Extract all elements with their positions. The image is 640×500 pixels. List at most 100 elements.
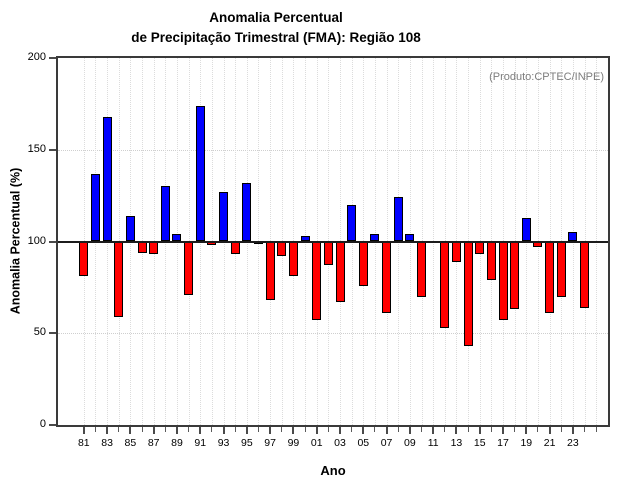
- x-tick-24: [584, 427, 586, 432]
- x-tick-label-11: 11: [427, 437, 439, 449]
- bar-88: [160, 186, 170, 242]
- x-tick-16: [490, 427, 492, 432]
- x-tick-label-89: 89: [171, 437, 183, 449]
- x-axis-label: Ano: [320, 463, 346, 478]
- y-tick-200: [49, 57, 56, 59]
- x-tick-98: [281, 427, 283, 432]
- x-tick-00: [304, 427, 306, 432]
- x-tick-90: [188, 427, 190, 432]
- bar-10: [417, 241, 426, 297]
- bar-21: [545, 241, 555, 314]
- y-tick-100: [49, 240, 56, 243]
- x-tick-96: [257, 427, 259, 432]
- bar-24: [580, 241, 590, 308]
- x-tick-label-95: 95: [241, 437, 253, 449]
- bar-12: [440, 241, 450, 328]
- bar-99: [288, 241, 298, 277]
- bar-86: [137, 241, 147, 253]
- x-tick-label-13: 13: [450, 437, 463, 449]
- x-tick-label-99: 99: [287, 437, 300, 449]
- h-gridline-50: [58, 333, 608, 335]
- y-tick-label-100: 100: [27, 234, 46, 247]
- y-tick-0: [49, 424, 56, 426]
- x-tick-label-19: 19: [520, 437, 533, 449]
- x-tick-92: [211, 427, 213, 432]
- x-tick-88: [164, 427, 166, 432]
- y-tick-label-200: 200: [27, 51, 46, 63]
- bar-83: [102, 116, 112, 242]
- x-tick-label-05: 05: [357, 437, 370, 449]
- x-tick-19: [525, 427, 528, 434]
- x-tick-label-03: 03: [334, 437, 346, 449]
- x-tick-81: [82, 427, 85, 434]
- bar-03: [335, 241, 345, 303]
- x-tick-label-85: 85: [124, 437, 137, 449]
- x-tick-label-17: 17: [497, 437, 509, 449]
- bar-16: [486, 241, 496, 281]
- bar-15: [475, 241, 485, 255]
- bar-05: [358, 241, 368, 286]
- x-tick-label-83: 83: [101, 437, 113, 449]
- x-tick-label-23: 23: [567, 437, 579, 449]
- bar-84: [114, 241, 124, 317]
- producer-annotation: (Produto:CPTEC/INPE): [489, 71, 604, 83]
- x-tick-label-81: 81: [77, 437, 90, 449]
- x-tick-03: [339, 427, 341, 434]
- x-tick-02: [327, 427, 329, 432]
- bar-98: [277, 241, 287, 257]
- x-tick-89: [175, 427, 178, 434]
- chart-title-line1: Anomalia Percentual: [209, 10, 343, 25]
- y-tick-label-0: 0: [39, 418, 46, 430]
- x-tick-84: [118, 427, 120, 432]
- bar-13: [451, 241, 461, 262]
- x-tick-11: [432, 427, 435, 434]
- x-tick-05: [362, 427, 365, 434]
- bar-02: [323, 241, 333, 266]
- x-tick-95: [245, 427, 248, 434]
- x-tick-13: [455, 427, 458, 434]
- bar-94: [230, 241, 240, 255]
- x-tick-15: [478, 427, 481, 434]
- bar-14: [463, 241, 473, 347]
- y-tick-label-150: 150: [27, 142, 46, 155]
- bar-82: [90, 173, 100, 242]
- x-tick-label-93: 93: [217, 437, 230, 449]
- x-tick-83: [106, 427, 109, 434]
- x-tick-22: [560, 427, 562, 432]
- x-tick-17: [502, 427, 505, 434]
- y-tick-150: [49, 148, 56, 151]
- x-tick-label-15: 15: [473, 437, 486, 449]
- bar-93: [219, 191, 229, 242]
- bar-90: [184, 241, 194, 295]
- x-tick-82: [94, 427, 96, 432]
- bar-19: [521, 217, 531, 242]
- x-tick-18: [514, 427, 516, 432]
- x-tick-97: [269, 427, 272, 434]
- plot-area: (Produto:CPTEC/INPE) 81 83 85 87 89 91 93 95 97 9…: [28, 51, 608, 449]
- x-tick-25: [595, 427, 597, 432]
- bar-81: [79, 241, 89, 277]
- bar-18: [510, 241, 520, 310]
- x-tick-93: [222, 427, 225, 434]
- x-tick-label-09: 09: [404, 437, 416, 449]
- y-tick-50: [49, 332, 56, 335]
- bar-87: [149, 241, 159, 255]
- x-tick-07: [385, 427, 388, 434]
- bar-17: [498, 241, 508, 321]
- bar-04: [347, 204, 357, 242]
- x-tick-99: [292, 427, 295, 434]
- x-tick-85: [129, 427, 132, 434]
- y-tick-label-50: 50: [33, 326, 46, 339]
- chart-title: Anomalia Percentual de Precipitação Trim…: [0, 8, 552, 48]
- h-gridline-150: [58, 149, 608, 151]
- x-tick-label-91: 91: [194, 437, 207, 449]
- x-tick-91: [199, 427, 202, 434]
- x-tick-label-97: 97: [264, 437, 276, 449]
- bar-01: [312, 241, 322, 321]
- x-tick-label-21: 21: [543, 437, 556, 449]
- x-tick-label-87: 87: [147, 437, 160, 449]
- x-tick-10: [421, 427, 422, 432]
- x-tick-86: [141, 427, 143, 432]
- bar-85: [125, 215, 135, 242]
